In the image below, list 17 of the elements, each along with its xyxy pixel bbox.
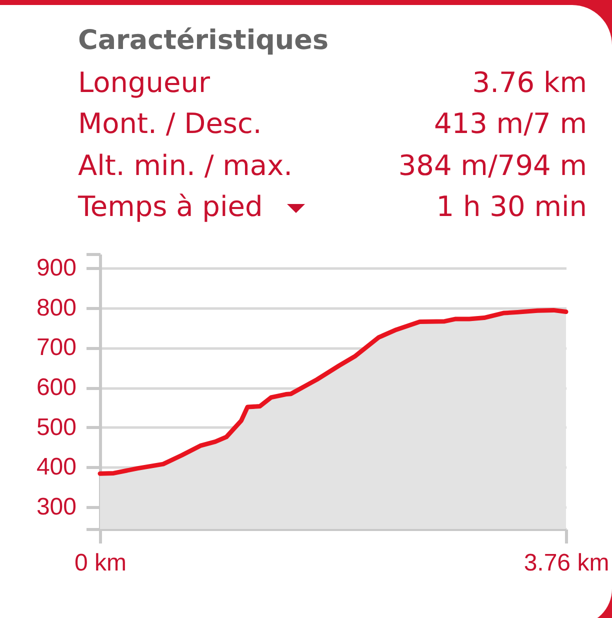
y-tick-label: 700 [36, 334, 76, 362]
y-tick-label: 800 [36, 294, 76, 322]
y-tick-label: 400 [36, 454, 76, 481]
y-tick-label: 500 [36, 414, 76, 441]
text: 3.76 km [472, 64, 587, 101]
text: Mont. / Desc. [78, 106, 262, 142]
x-tick-label: 0 km [74, 550, 127, 576]
text: 1 h 30 min [436, 189, 587, 226]
y-tick-label: 600 [36, 374, 76, 402]
y-tick-label: 900 [36, 254, 76, 282]
text: 413 m/7 m [434, 106, 587, 142]
text: Temps à pied [78, 189, 264, 226]
text: Longueur [78, 64, 210, 101]
text: Alt. min. / max. [78, 148, 293, 184]
text: 384 m/794 m [398, 148, 587, 184]
y-tick-label: 300 [36, 494, 76, 521]
chart-title: Caractéristiques [78, 25, 329, 57]
